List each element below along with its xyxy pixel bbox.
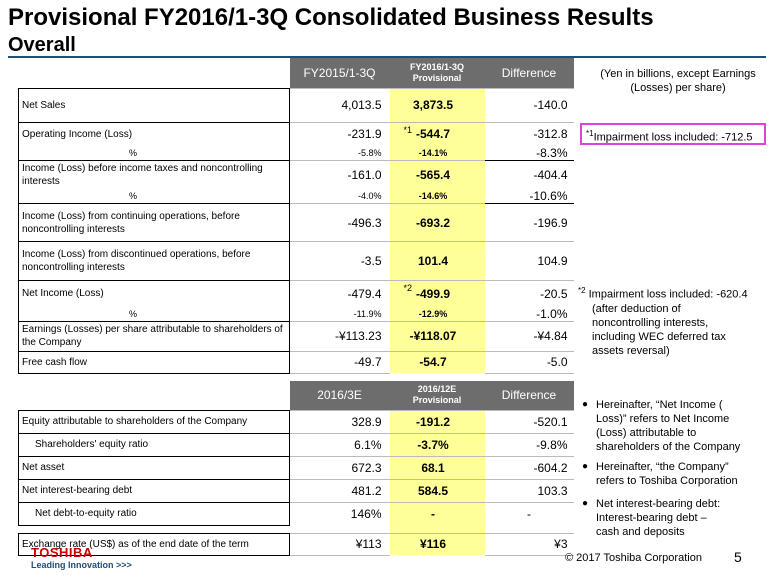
table-row: Net interest-bearing debt 481.2 584.5 10… (18, 478, 574, 503)
page-subtitle: Overall (8, 34, 76, 56)
impairment-note-2: *2 Impairment loss included: -620.4 (aft… (578, 286, 748, 357)
footnote-marker: *2 (403, 283, 413, 293)
row-label: Shareholders' equity ratio (18, 432, 290, 457)
table-row-pct: % -5.8% -14.1% -8.3% (18, 146, 574, 161)
table-row-pct: % -4.0% -14.6% -10.6% (18, 189, 574, 204)
results-table: FY2015/1-3Q FY2016/1-3Q Provisional Diff… (18, 58, 574, 374)
table-row: Free cash flow -49.7 -54.7 -5.0 (18, 350, 574, 374)
row-label: Income (Loss) from continuing operations… (18, 203, 290, 242)
row-label: Free cash flow (18, 350, 290, 374)
bullet-icon: ● (582, 461, 589, 472)
balance-table: 2016/3E 2016/12E Provisional Difference … (18, 381, 574, 556)
table-row: Net Income (Loss) -479.4 *2 -499.9 -20.5 (18, 280, 574, 307)
page-number: 5 (734, 549, 742, 565)
col-header-difference: Difference (484, 58, 574, 88)
title-divider (8, 56, 766, 58)
bullet-note: ● Hereinafter, “the Company” refers to T… (582, 461, 738, 487)
row-label: Net Income (Loss) (18, 280, 290, 307)
table-row: Earnings (Losses) per share attributable… (18, 320, 574, 352)
table-row: Net asset 672.3 68.1 -604.2 (18, 455, 574, 480)
units-note: (Yen in billions, except Earnings (Losse… (600, 68, 756, 94)
table-row: Operating Income (Loss) -231.9 *1 -544.7 … (18, 121, 574, 146)
bullet-icon: ● (582, 498, 589, 509)
table-row: Income (Loss) from continuing operations… (18, 203, 574, 242)
table-row: Income (Loss) before income taxes and no… (18, 160, 574, 189)
row-label: Equity attributable to shareholders of t… (18, 409, 290, 434)
footnote-marker: *1 (586, 129, 594, 138)
footnote-marker: *1 (403, 124, 413, 135)
table-row: Income (Loss) from discontinued operatio… (18, 241, 574, 281)
col-header-difference: Difference (484, 381, 574, 410)
row-label: Income (Loss) before income taxes and no… (18, 160, 290, 189)
bullet-icon: ● (582, 399, 589, 410)
table-row-pct: % -11.9% -12.9% -1.0% (18, 306, 574, 322)
table-row: Net debt-to-equity ratio 146% - - (18, 501, 574, 526)
col-header-prior: FY2015/1-3Q (289, 58, 390, 88)
row-label: Net debt-to-equity ratio (18, 501, 290, 526)
row-label: Exchange rate (US$) as of the end date o… (18, 532, 290, 556)
impairment-note-1: *1Impairment loss included: -712.5 (580, 123, 766, 145)
col-header-current: 2016/12E Provisional (389, 381, 485, 410)
table-row: Net Sales 4,013.5 3,873.5 -140.0 (18, 87, 574, 123)
copyright: © 2017 Toshiba Corporation (565, 552, 702, 564)
table-row: Equity attributable to shareholders of t… (18, 409, 574, 434)
row-label: Earnings (Losses) per share attributable… (18, 320, 290, 352)
bullet-note: ● Net interest-bearing debt: Interest-be… (582, 498, 721, 538)
table-row: Exchange rate (US$) as of the end date o… (18, 532, 574, 556)
col-header-current: FY2016/1-3Q Provisional (389, 58, 485, 88)
toshiba-logo: TOSHIBA Leading Innovation >>> (31, 545, 132, 571)
bullet-note: ● Hereinafter, “Net Income ( Loss)” refe… (582, 399, 741, 453)
footnote-marker: *2 (578, 286, 586, 295)
row-label: Operating Income (Loss) (18, 121, 290, 146)
table-header-row: FY2015/1-3Q FY2016/1-3Q Provisional Diff… (18, 58, 574, 88)
col-header-prior: 2016/3E (289, 381, 390, 410)
row-label: Net Sales (18, 87, 290, 123)
table-header-row: 2016/3E 2016/12E Provisional Difference (18, 381, 574, 410)
table-row: Shareholders' equity ratio 6.1% -3.7% -9… (18, 432, 574, 457)
row-label: Net asset (18, 455, 290, 480)
row-label: Net interest-bearing debt (18, 478, 290, 503)
page-title: Provisional FY2016/1-3Q Consolidated Bus… (8, 4, 654, 31)
row-label: Income (Loss) from discontinued operatio… (18, 241, 290, 281)
